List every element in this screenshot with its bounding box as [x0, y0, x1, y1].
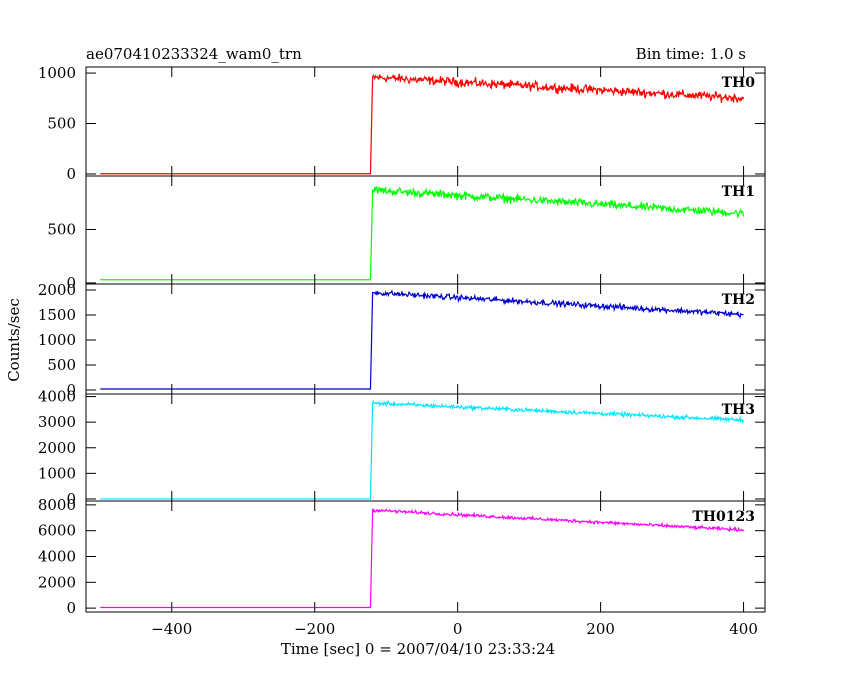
panel-frame: [85, 393, 766, 502]
x-tick-label: −200: [294, 620, 335, 638]
y-tick-label: 1000: [38, 464, 76, 482]
bin-time-label: Bin time: 1.0 s: [636, 45, 746, 63]
panel-frame: [85, 283, 766, 395]
y-tick-label: 4000: [38, 388, 76, 406]
panel-frame: [85, 66, 766, 177]
panel-th3: 0 1000 2000 3000 4000 TH3: [38, 388, 766, 508]
series-line-th2: [100, 289, 744, 390]
x-tick-label: 400: [729, 620, 758, 638]
y-tick-label: 8000: [38, 496, 76, 514]
y-tick-label: 3000: [38, 413, 76, 431]
panel-frame: [85, 500, 766, 613]
y-tick-label: 0: [66, 274, 76, 292]
x-axis-label: Time [sec] 0 = 2007/04/10 23:33:24: [281, 640, 555, 658]
panel-th1: 0 500 TH1: [47, 175, 766, 292]
chart-title: ae070410233324_wam0_trn: [86, 45, 302, 63]
y-tick-label: 1000: [38, 331, 76, 349]
x-tick-label: 0: [453, 620, 463, 638]
panel-th0123: 0 2000 4000 6000 8000 TH0123: [38, 496, 766, 617]
panel-label-th0123: TH0123: [692, 509, 755, 525]
y-tick-label: 500: [47, 115, 76, 133]
panel-label-th1: TH1: [722, 184, 755, 200]
y-tick-label: 4000: [38, 548, 76, 566]
y-tick-label: 1000: [38, 64, 76, 82]
panel-th0: 0 500 1000 TH0: [38, 64, 766, 183]
y-axis-label: Counts/sec: [5, 298, 23, 382]
y-tick-label: 0: [66, 490, 76, 508]
y-tick-label: 0: [66, 381, 76, 399]
x-tick-label: −400: [151, 620, 192, 638]
series-line-th1: [100, 185, 745, 281]
y-tick-label: 500: [47, 220, 76, 238]
x-axis: −400 −200 0 200 400: [151, 620, 758, 638]
panel-label-th3: TH3: [722, 402, 755, 418]
y-tick-label: 2000: [38, 439, 76, 457]
y-tick-label: 2000: [38, 281, 76, 299]
panel-th2: 0 500 1000 1500 2000 TH2: [38, 281, 766, 399]
y-tick-label: 500: [47, 356, 76, 374]
series-line-th3: [100, 399, 745, 500]
series-line-th0: [100, 73, 745, 175]
panel-label-th0: TH0: [722, 75, 756, 91]
y-tick-label: 6000: [38, 522, 76, 540]
panel-label-th2: TH2: [722, 292, 755, 308]
y-tick-label: 0: [66, 599, 76, 617]
y-tick-label: 2000: [38, 573, 76, 591]
x-tick-label: 200: [586, 620, 615, 638]
panels-group: 0 500 1000 TH0 0 500 TH1 0 500 1000 1500 2000 TH2 0 10…: [38, 64, 766, 617]
y-tick-label: 1500: [38, 306, 76, 324]
y-tick-label: 0: [66, 165, 76, 183]
series-line-th0123: [100, 507, 745, 609]
